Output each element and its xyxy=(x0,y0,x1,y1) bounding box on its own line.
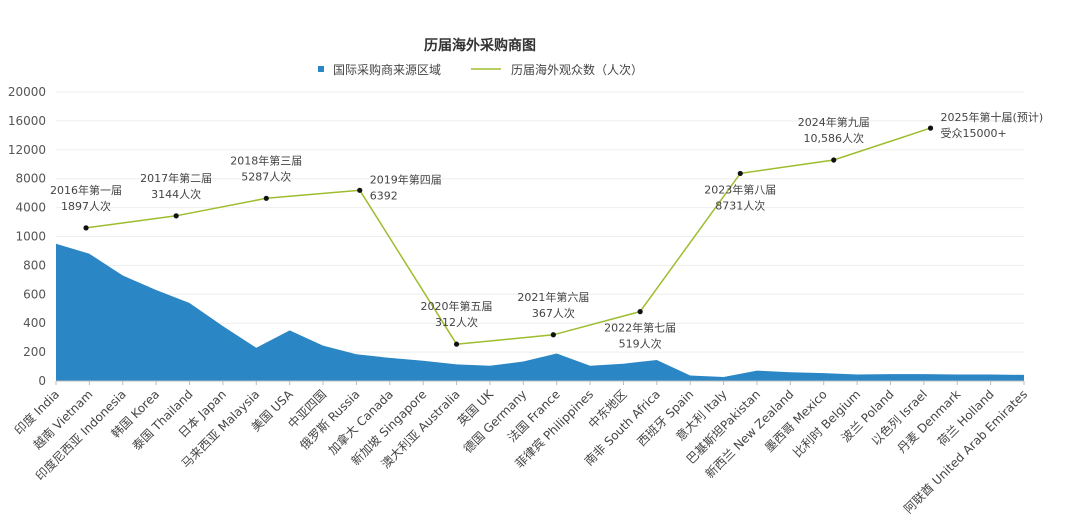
data-label: 312人次 xyxy=(435,315,478,329)
line-series-layer xyxy=(83,125,934,347)
data-label: 2017年第二届 xyxy=(140,171,212,185)
data-label: 2025年第十届(预计) xyxy=(941,110,1044,124)
line-series-point xyxy=(637,309,643,315)
legend-line-label: 历届海外观众数（人次） xyxy=(511,62,643,77)
y-tick-label: 200 xyxy=(23,345,46,359)
area-series-fill xyxy=(56,243,1024,381)
line-series-point xyxy=(453,341,460,347)
data-label: 2020年第五届 xyxy=(421,299,493,313)
data-label: 8731人次 xyxy=(715,198,765,212)
legend: 国际采购商来源区域 历届海外观众数（人次） xyxy=(318,62,643,77)
data-label: 519人次 xyxy=(619,337,662,351)
point-labels: 2016年第一届 1897人次 2017年第二届 3144人次 2018年第三届 5287… xyxy=(50,110,1043,351)
y-tick-label: 400 xyxy=(23,316,46,330)
y-tick-label: 600 xyxy=(23,287,46,301)
line-series-path xyxy=(85,127,931,345)
line-series-point xyxy=(263,195,269,201)
line-series-point xyxy=(927,125,934,131)
data-label: 1897人次 xyxy=(61,199,111,213)
data-label: 5287人次 xyxy=(241,169,291,183)
y-tick-label: 1000 xyxy=(15,230,46,244)
line-series-point xyxy=(173,213,179,219)
line-series-point xyxy=(831,157,837,163)
legend-area-label: 国际采购商来源区域 xyxy=(333,62,441,77)
data-label: 3144人次 xyxy=(151,187,201,201)
y-tick-label: 20000 xyxy=(8,85,46,99)
data-label: 2018年第三届 xyxy=(230,153,302,167)
data-label: 2022年第七届 xyxy=(604,321,676,335)
chart-title: 历届海外采购商图 xyxy=(424,37,536,54)
data-label: 2016年第一届 xyxy=(50,183,122,197)
data-label: 2024年第九届 xyxy=(798,115,870,129)
data-label: 2019年第四届 xyxy=(370,172,442,186)
data-label: 受众15000+ xyxy=(941,127,1007,140)
y-tick-label: 12000 xyxy=(8,143,46,157)
data-label: 2021年第六届 xyxy=(517,290,589,304)
data-label: 10,586人次 xyxy=(803,131,864,145)
data-label: 2023年第八届 xyxy=(704,182,776,196)
data-label: 367人次 xyxy=(532,306,575,320)
line-series-point xyxy=(737,170,743,177)
y-axis: 0 200 400 600 800 1000 4000 8000 12000 16000 20000 xyxy=(8,85,46,388)
y-tick-label: 4000 xyxy=(15,201,46,215)
line-series-point xyxy=(357,187,363,193)
y-tick-label: 800 xyxy=(23,258,46,272)
y-tick-label: 0 xyxy=(38,374,46,388)
line-series-point xyxy=(83,225,89,231)
y-tick-label: 8000 xyxy=(15,172,46,186)
legend-area-swatch xyxy=(318,66,324,72)
line-series-point xyxy=(550,332,556,338)
data-label: 6392 xyxy=(370,189,398,202)
y-tick-label: 16000 xyxy=(8,114,46,128)
area-series-layer xyxy=(56,243,1024,381)
